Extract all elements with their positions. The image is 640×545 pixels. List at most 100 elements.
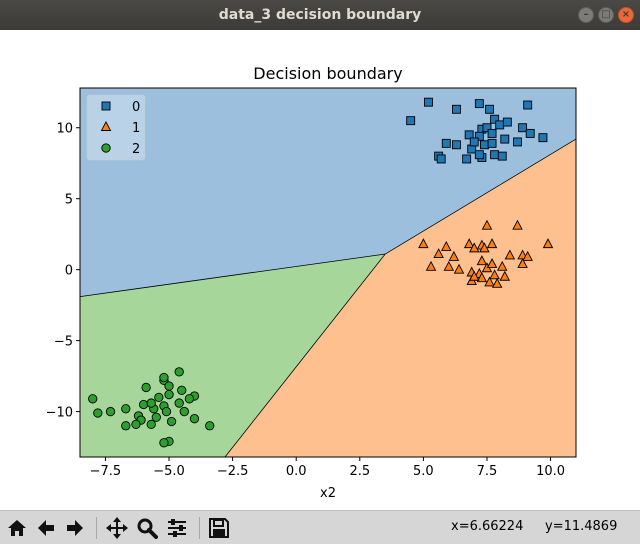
data-point-class-1: [469, 270, 480, 281]
data-point-class-2: [164, 389, 174, 400]
y-tick-label: −5: [54, 335, 73, 350]
data-point-class-1: [489, 269, 500, 280]
data-point-class-2: [179, 406, 189, 417]
data-point-class-0: [479, 140, 489, 150]
data-point-class-2: [93, 408, 103, 418]
x-tick-label: −2.5: [217, 464, 249, 479]
data-point-class-0: [490, 114, 500, 124]
data-point-class-1: [512, 219, 523, 230]
data-point-class-1: [448, 250, 460, 261]
data-point-class-0: [518, 123, 528, 133]
data-point-class-1: [463, 238, 475, 249]
data-point-class-2: [105, 406, 116, 417]
data-point-class-0: [500, 134, 510, 144]
configure-subplots-icon: [168, 519, 186, 537]
data-point-class-1: [453, 263, 465, 274]
forward-button[interactable]: [62, 515, 88, 541]
data-point-class-0: [406, 116, 416, 126]
data-point-class-0: [452, 140, 461, 150]
data-point-class-0: [474, 150, 484, 160]
close-button[interactable]: ×: [618, 7, 634, 23]
data-point-class-2: [177, 385, 187, 395]
window-title: data_3 decision boundary: [218, 7, 422, 23]
data-point-class-1: [522, 250, 533, 261]
y-tick-label: −10: [46, 406, 73, 421]
toolbar-separator: [96, 517, 97, 539]
y-tick-label: 10: [56, 122, 73, 137]
data-point-class-2: [164, 381, 174, 391]
data-point-class-0: [513, 137, 522, 147]
legend-label-0: 0: [132, 100, 140, 115]
minimize-button[interactable]: –: [578, 7, 594, 23]
data-point-class-1: [476, 272, 488, 283]
data-point-class-2: [159, 372, 169, 383]
minimize-icon: –: [583, 9, 589, 20]
data-point-class-1: [496, 260, 508, 271]
zoom-button[interactable]: [134, 515, 160, 541]
data-point-class-1: [441, 240, 452, 251]
data-point-class-2: [205, 421, 215, 431]
data-point-class-0: [502, 117, 512, 127]
cursor-x-readout: x=6.66224: [451, 519, 524, 534]
data-point-class-0: [538, 133, 548, 143]
data-point-class-2: [159, 438, 169, 448]
boundary-line: [385, 138, 576, 255]
maximize-button[interactable]: □: [598, 7, 614, 23]
data-point-class-0: [436, 154, 446, 164]
x-tick-label: 2.5: [349, 464, 370, 479]
figure-canvas[interactable]: −7.5 −5.0 −2.5 0.0 2.5 5.0 7.5 10.0 −10 −5 0 5 10 De…: [0, 30, 640, 510]
cursor-y-readout: y=11.4869: [545, 519, 618, 534]
zoom-icon: [137, 518, 158, 539]
x-tick-label: 7.5: [477, 464, 498, 479]
data-point-class-2: [141, 382, 151, 393]
pan-button[interactable]: [104, 515, 130, 541]
data-point-class-0: [525, 128, 535, 138]
data-point-class-0: [424, 97, 433, 107]
region-class-0: [80, 88, 576, 297]
legend-label-2: 2: [132, 142, 140, 157]
legend-box: [86, 94, 146, 161]
data-point-class-0: [469, 137, 479, 147]
boundary-line: [80, 253, 386, 298]
back-button[interactable]: [33, 515, 59, 541]
data-point-class-2: [154, 392, 164, 403]
home-icon: [8, 520, 26, 536]
data-point-class-0: [495, 120, 505, 130]
chart-title: Decision boundary: [253, 64, 402, 83]
data-point-class-2: [166, 416, 177, 427]
data-point-class-1: [469, 242, 480, 253]
data-point-class-2: [138, 399, 149, 410]
data-point-class-0: [441, 138, 451, 148]
data-point-class-1: [486, 238, 498, 249]
x-tick-label: −7.5: [90, 464, 122, 479]
legend: 0 1 2: [86, 94, 146, 161]
back-arrow-icon: [38, 520, 54, 536]
configure-subplots-button[interactable]: [164, 515, 190, 541]
data-point-class-2: [174, 398, 184, 408]
data-point-class-1: [499, 270, 511, 281]
data-point-class-2: [189, 414, 200, 424]
data-point-class-1: [418, 238, 429, 249]
data-point-class-0: [485, 104, 494, 114]
window-titlebar: data_3 decision boundary – □ ×: [0, 0, 640, 30]
data-point-class-1: [542, 238, 554, 249]
legend-label-1: 1: [132, 121, 140, 136]
pan-icon: [106, 517, 128, 539]
save-button[interactable]: [206, 515, 232, 541]
data-point-class-2: [151, 412, 161, 422]
x-axis-label: x2: [320, 486, 336, 501]
home-button[interactable]: [4, 515, 30, 541]
data-point-class-2: [121, 404, 131, 414]
x-tick-label: −5.0: [153, 464, 185, 479]
data-point-class-1: [484, 276, 495, 287]
data-point-class-0: [497, 151, 507, 161]
region-class-1: [224, 139, 576, 457]
legend-marker-1: [100, 121, 112, 131]
data-point-class-1: [433, 248, 444, 259]
x-tick-label: 10.0: [536, 464, 565, 479]
data-point-class-0: [487, 128, 497, 138]
data-point-class-2: [146, 419, 156, 430]
legend-marker-2: [101, 143, 111, 153]
data-point-class-0: [474, 131, 484, 141]
